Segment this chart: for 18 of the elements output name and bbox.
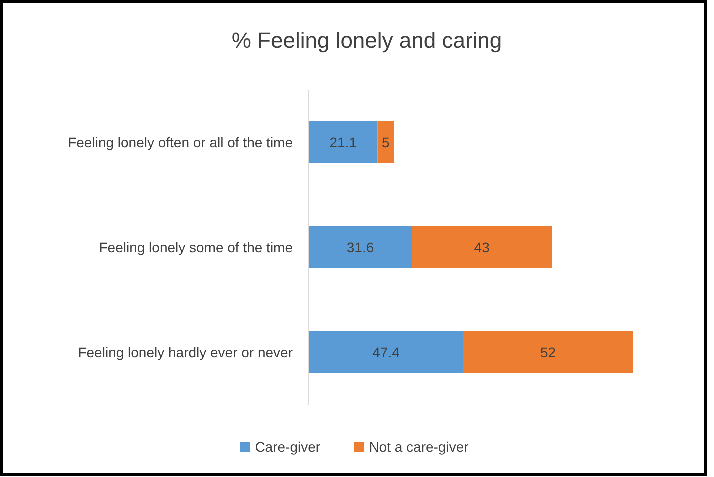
y-tick-label: Feeling lonely hardly ever or never: [78, 344, 294, 360]
data-label: 47.4: [372, 344, 400, 360]
legend-label: Care-giver: [255, 438, 321, 455]
chart-title: % Feeling lonely and caring: [232, 28, 502, 53]
bar: [309, 332, 464, 374]
bar: [464, 332, 633, 374]
bar: [309, 122, 378, 164]
bar: [412, 226, 552, 268]
data-label: 5: [382, 134, 390, 150]
legend-label: Not a care-giver: [369, 438, 470, 455]
data-label: 21.1: [330, 134, 358, 150]
data-label: 31.6: [346, 239, 374, 256]
bar: [309, 226, 412, 268]
y-tick-label: Feeling lonely some of the time: [99, 239, 294, 256]
data-label: 52: [540, 344, 556, 360]
bar: [378, 122, 394, 164]
y-tick-label: Feeling lonely often or all of the time: [68, 134, 294, 150]
data-label: 43: [474, 239, 490, 256]
